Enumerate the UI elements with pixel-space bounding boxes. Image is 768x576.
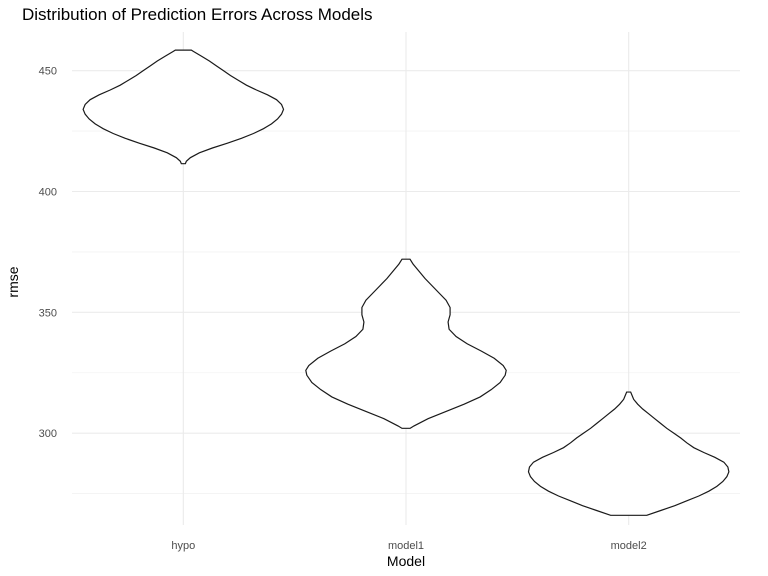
- violin-model2: [527, 391, 730, 516]
- y-tick-label: 450: [39, 66, 57, 78]
- x-tick-label: model1: [388, 540, 424, 552]
- y-tick-labels: 300 350 400 450: [39, 66, 57, 440]
- violin-hypo: [82, 49, 285, 165]
- chart-title: Distribution of Prediction Errors Across…: [22, 5, 373, 24]
- x-tick-label: hypo: [171, 540, 195, 552]
- y-tick-label: 350: [39, 307, 57, 319]
- y-tick-label: 400: [39, 187, 57, 199]
- x-tick-label: model2: [611, 540, 647, 552]
- y-tick-label: 300: [39, 428, 57, 440]
- y-axis-title: rmse: [5, 266, 21, 297]
- violins: [82, 49, 730, 516]
- x-tick-labels: hypo model1 model2: [171, 540, 646, 552]
- violin-model1: [305, 258, 507, 429]
- x-axis-title: Model: [387, 553, 425, 569]
